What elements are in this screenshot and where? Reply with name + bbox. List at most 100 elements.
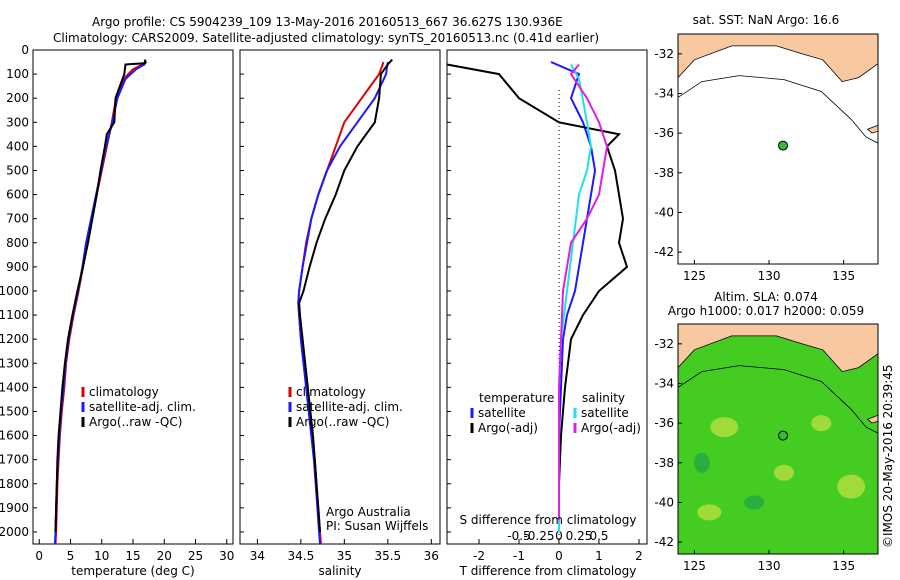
x-tick-label: 5 — [67, 549, 75, 563]
legend-label: Argo(..raw -QC) — [296, 415, 389, 429]
sla-anomaly-patch — [697, 504, 722, 521]
sla-anomaly-patch — [811, 415, 832, 432]
top-tick-label: 0.5 — [589, 529, 608, 543]
sla-map-subtitle: Argo h1000: 0.017 h2000: 0.059 — [668, 304, 864, 318]
sla-map-frame — [677, 323, 879, 555]
legend-label: Argo(..raw -QC) — [89, 415, 182, 429]
depth-contour — [677, 75, 879, 144]
y-tick-label: 1100 — [0, 308, 29, 322]
legend-label: satellite — [581, 406, 629, 420]
y-tick-label: 200 — [6, 91, 29, 105]
legend-label: satellite-adj. clim. — [89, 400, 196, 414]
pi-note: PI: Susan Wijffels — [326, 519, 428, 533]
legend-label: satellite — [478, 406, 526, 420]
x-tick-label: 34 — [250, 549, 265, 563]
legend-label: Argo(-adj) — [581, 421, 641, 435]
map-x-tick-label: 130 — [758, 559, 781, 573]
series-line — [53, 61, 147, 545]
x-tick-label: 10 — [94, 549, 109, 563]
y-tick-label: 1500 — [0, 404, 29, 418]
series-line — [297, 61, 389, 545]
difference-xlabel-top: S difference from climatology — [460, 513, 637, 527]
y-tick-label: 500 — [6, 163, 29, 177]
y-tick-label: 300 — [6, 115, 29, 129]
legend-label: salinity — [582, 391, 625, 405]
sla-anomaly-patch — [710, 417, 739, 438]
series-line — [298, 58, 393, 533]
sla-anomaly-patch — [773, 464, 794, 481]
series-line — [550, 61, 597, 532]
legend-label: satellite-adj. clim. — [296, 400, 403, 414]
y-tick-label: 800 — [6, 236, 29, 250]
top-tick-label: 0.25 — [566, 529, 593, 543]
series-line — [54, 59, 147, 533]
x-tick-label: 30 — [219, 549, 234, 563]
y-tick-label: 600 — [6, 188, 29, 202]
map-y-tick-label: -36 — [654, 126, 674, 140]
legend-label: climatology — [89, 385, 159, 399]
series-line — [558, 63, 609, 520]
map-y-tick-label: -40 — [654, 495, 674, 509]
map-x-tick-label: 135 — [832, 269, 855, 283]
x-tick-label: 35 — [337, 549, 352, 563]
y-tick-label: 2000 — [0, 525, 29, 539]
legend-label: Argo(-adj) — [478, 421, 538, 435]
title-line-2: Climatology: CARS2009. Satellite-adjuste… — [53, 31, 599, 45]
y-tick-label: 1600 — [0, 429, 29, 443]
y-tick-label: 1300 — [0, 356, 29, 370]
x-tick-label: 25 — [188, 549, 203, 563]
y-tick-label: 1400 — [0, 380, 29, 394]
salinity-panel — [239, 49, 441, 545]
y-tick-label: 0 — [21, 43, 29, 57]
map-x-tick-label: 130 — [758, 269, 781, 283]
float-position-marker — [778, 140, 789, 151]
y-tick-label: 1700 — [0, 453, 29, 467]
legend-label: climatology — [296, 385, 366, 399]
map-y-tick-label: -42 — [654, 245, 674, 259]
top-tick-label: -0.5 — [507, 529, 530, 543]
float-position-marker — [778, 430, 789, 441]
x-tick-label: -1 — [513, 549, 525, 563]
map-y-tick-label: -42 — [654, 535, 674, 549]
y-tick-label: 1200 — [0, 332, 29, 346]
map-y-tick-label: -38 — [654, 166, 674, 180]
salinity-xlabel: salinity — [318, 564, 361, 578]
map-y-tick-label: -34 — [654, 376, 674, 390]
y-tick-label: 1000 — [0, 284, 29, 298]
x-tick-label: 0 — [555, 549, 563, 563]
x-tick-label: 0 — [35, 549, 43, 563]
series-line — [54, 61, 148, 545]
y-tick-label: 900 — [6, 260, 29, 274]
y-tick-label: 1800 — [0, 477, 29, 491]
top-tick-label: -0.25 — [523, 529, 554, 543]
sla-anomaly-patch — [744, 495, 765, 510]
series-line — [446, 63, 629, 532]
x-tick-label: 35.5 — [374, 549, 401, 563]
imos-credit: ©IMOS 20-May-2016 20:39:45 — [881, 364, 895, 548]
y-tick-label: 400 — [6, 139, 29, 153]
sst-map-frame — [677, 33, 879, 265]
map-y-tick-label: -40 — [654, 205, 674, 219]
x-tick-label: 2 — [635, 549, 643, 563]
map-y-tick-label: -32 — [654, 47, 674, 61]
y-tick-label: 700 — [6, 212, 29, 226]
y-tick-label: 100 — [6, 67, 29, 81]
sla-map-title: Altim. SLA: 0.074 — [714, 290, 818, 304]
x-tick-label: 20 — [157, 549, 172, 563]
difference-xlabel: T difference from climatology — [459, 564, 637, 578]
x-tick-label: -2 — [473, 549, 485, 563]
map-y-tick-label: -32 — [654, 337, 674, 351]
top-tick-label: 0 — [555, 529, 563, 543]
title-line-1: Argo profile: CS 5904239_109 13-May-2016… — [92, 15, 563, 29]
map-x-tick-label: 125 — [683, 269, 706, 283]
legend-label: temperature — [479, 391, 554, 405]
map-x-tick-label: 125 — [683, 559, 706, 573]
difference-panel — [446, 49, 648, 545]
series-line — [297, 61, 385, 545]
argo-australia-note: Argo Australia — [326, 505, 411, 519]
y-tick-label: 1900 — [0, 501, 29, 515]
x-tick-label: 36 — [424, 549, 439, 563]
temperature-xlabel: temperature (deg C) — [71, 564, 194, 578]
sst-map-title: sat. SST: NaN Argo: 16.6 — [693, 13, 840, 27]
